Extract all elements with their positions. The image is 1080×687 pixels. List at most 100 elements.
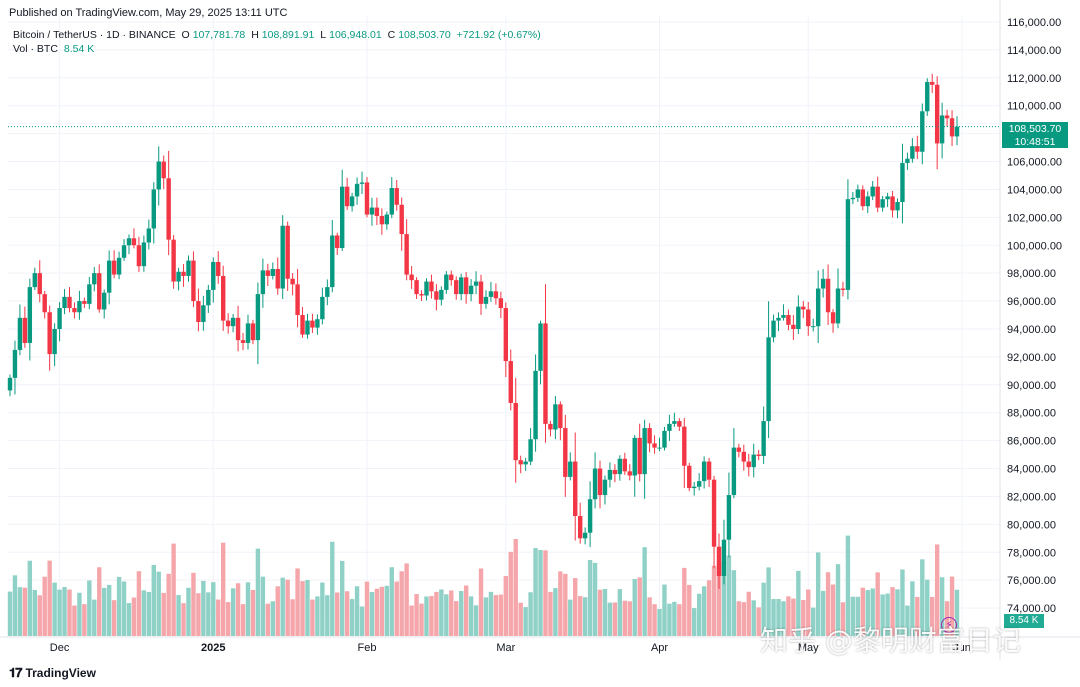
high-value: 108,891.91 (261, 29, 315, 41)
candle-body (235, 317, 241, 341)
candle-body (315, 319, 320, 328)
y-tick-label: 82,000.00 (1007, 491, 1056, 503)
y-tick-label: 96,000.00 (1007, 296, 1056, 308)
volume-bar (538, 549, 543, 636)
y-tick-label: 106,000.00 (1007, 157, 1062, 169)
volume-bar (677, 604, 682, 636)
candle-body (394, 188, 399, 205)
volume-bar (771, 599, 776, 636)
candle-body (339, 186, 345, 249)
volume-bar (701, 586, 707, 636)
volume-bar (265, 603, 271, 636)
candle-body (543, 323, 548, 424)
volume-bar (260, 576, 266, 636)
volume-bar (349, 599, 355, 636)
candle-body (880, 199, 885, 208)
candle-body (850, 197, 856, 200)
candle-body (607, 469, 613, 480)
candle-body (369, 207, 375, 215)
volume-bar (756, 607, 761, 636)
volume-bar (369, 592, 375, 636)
candle-body (344, 186, 350, 207)
candle-body (335, 235, 340, 249)
symbol-label[interactable]: Bitcoin / TetherUS · 1D · BINANCE (13, 29, 176, 41)
candle-body (57, 308, 62, 329)
volume-bar (577, 596, 583, 636)
candle-body (300, 315, 305, 335)
volume-bar (225, 602, 231, 636)
candle-body (449, 274, 454, 281)
candle-body (781, 315, 786, 318)
volume-bar (310, 599, 315, 636)
volume-bar (568, 599, 573, 636)
volume-bar (201, 580, 206, 636)
candle-body (156, 161, 161, 190)
lightning-icon[interactable]: ⚡ (941, 617, 957, 633)
volume-label[interactable]: Vol · BTC (13, 43, 58, 55)
volume-bar (652, 604, 657, 636)
candle-body (62, 296, 67, 309)
volume-bar (126, 603, 132, 636)
candle-body (42, 294, 47, 313)
volume-bar (860, 587, 865, 636)
candle-body (692, 486, 697, 489)
volume-bar (339, 560, 345, 636)
candle-body (587, 499, 593, 533)
candle-body (250, 323, 256, 341)
y-tick-label: 104,000.00 (1007, 184, 1062, 196)
volume-bar (166, 573, 171, 636)
volume-bar (721, 561, 727, 636)
tradingview-logo[interactable]: 𝟏𝟕 TradingView (9, 665, 96, 680)
candle-body (92, 273, 97, 285)
candle-body (706, 461, 712, 480)
volume-bar (37, 595, 42, 636)
candle-body (786, 315, 791, 325)
candle-body (701, 461, 707, 482)
candle-body (721, 539, 727, 576)
candle-body (384, 214, 390, 225)
volume-bar (642, 547, 647, 636)
ohlc-legend: Bitcoin / TetherUS · 1D · BINANCE O 107,7… (13, 29, 544, 41)
volume-bar (930, 596, 935, 636)
candle-body (573, 461, 578, 516)
candle-body (910, 146, 915, 159)
volume-bar (662, 584, 667, 636)
candle-body (657, 447, 662, 449)
volume-bar (57, 589, 62, 636)
volume-bar (890, 587, 895, 636)
candle-body (875, 186, 880, 208)
candle-body (711, 479, 717, 547)
volume-bar (786, 596, 791, 636)
open-value: 107,781.78 (192, 29, 246, 41)
volume-bar (667, 603, 672, 636)
candle-body (915, 146, 920, 152)
candle-body (429, 281, 434, 292)
candle-body (141, 242, 147, 267)
volume-bar (22, 587, 28, 636)
volume-bar (905, 605, 910, 636)
volume-bar (920, 559, 925, 636)
volume-bar (374, 588, 380, 636)
volume-bar (558, 571, 563, 636)
volume-bar (72, 605, 77, 636)
volume-bar (235, 583, 241, 636)
volume-bar (687, 584, 692, 636)
candle-body (508, 361, 513, 403)
candle-body (444, 274, 449, 290)
x-tick-label: May (798, 642, 819, 654)
volume-bar (121, 581, 127, 636)
candle-body (116, 257, 122, 275)
volume-bar (741, 602, 747, 636)
candle-body (389, 188, 394, 215)
candle-body (102, 292, 107, 310)
volume-bar (216, 599, 221, 636)
volume-bar (136, 571, 142, 636)
volume-bar (726, 555, 732, 636)
volume-bar (419, 603, 424, 636)
candle-body (146, 228, 152, 243)
volume-bar (503, 575, 509, 636)
candle-body (136, 245, 142, 267)
candle-body (652, 443, 657, 448)
candle-body (201, 305, 206, 323)
